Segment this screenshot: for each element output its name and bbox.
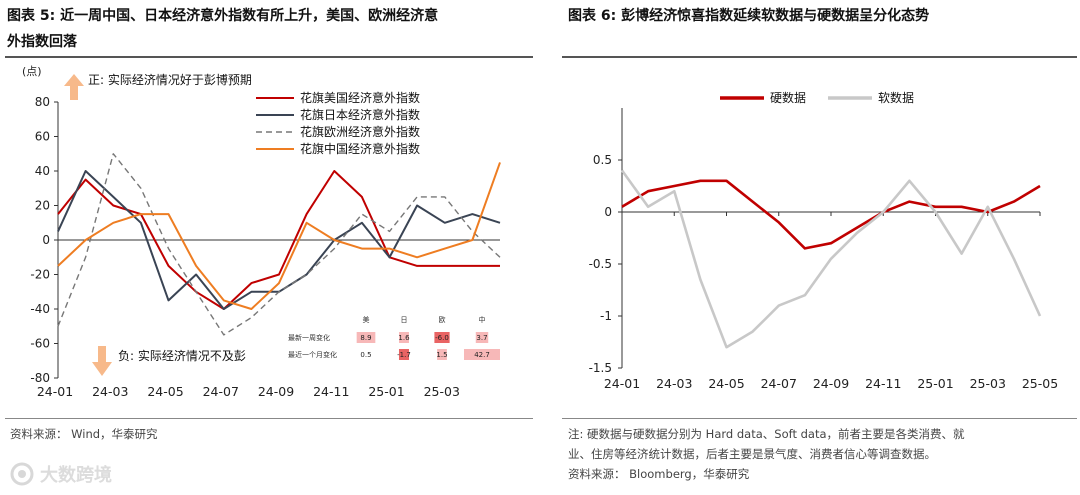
x-tick-label: 24-09 bbox=[813, 376, 849, 391]
x-tick-label: 24-11 bbox=[865, 376, 901, 391]
right-figure-panel: 图表 6: 彭博经济惊喜指数延续软数据与硬数据呈分化态势 -1.5 -1 -0.5 0… bbox=[560, 0, 1080, 495]
table-cell-bar bbox=[398, 349, 410, 360]
table-cell: -1.7 bbox=[397, 351, 411, 359]
x-tick-label: 24-05 bbox=[708, 376, 744, 391]
table-cell: 8.9 bbox=[360, 334, 371, 342]
series-line-0 bbox=[57, 170, 500, 310]
table-column-header: 日 bbox=[401, 316, 408, 324]
table-cell: 1.6 bbox=[398, 334, 410, 342]
table-column-header: 中 bbox=[479, 315, 486, 324]
y-tick-label: 20 bbox=[35, 199, 50, 213]
left-figure-title-line2: 外指数回落 bbox=[7, 34, 77, 50]
y-tick-label: -0.5 bbox=[589, 257, 612, 271]
watermark-text: 大数跨境 bbox=[40, 464, 112, 486]
table-row-label: 最近一个月变化 bbox=[288, 350, 337, 359]
x-tick-label: 24-07 bbox=[203, 384, 239, 399]
series-line-2 bbox=[57, 153, 501, 336]
legend-label-0: 硬数据 bbox=[770, 90, 806, 105]
left-figure-title-line1: 图表 5: 近一周中国、日本经济意外指数有所上升，美国、欧洲经济意 bbox=[7, 8, 439, 24]
left-chart: -80 -60 -40 -20 0 20 40 60 80 24-01 24-03 24-05 24-0… bbox=[22, 65, 501, 399]
table-row-label: 最新一周变化 bbox=[288, 333, 330, 342]
table-cell-bar bbox=[464, 349, 500, 360]
x-tick-label: 25-03 bbox=[424, 384, 460, 399]
x-tick-label: 24-09 bbox=[258, 384, 294, 399]
table-cell: 42.7 bbox=[474, 351, 490, 359]
legend-label-2: 花旗欧洲经济意外指数 bbox=[300, 124, 420, 139]
annotation-negative: 负: 实际经济情况不及彭 bbox=[118, 348, 246, 363]
legend-label-1: 花旗日本经济意外指数 bbox=[300, 107, 420, 122]
y-tick-label: -1 bbox=[600, 309, 612, 323]
table-column-header: 美 bbox=[363, 315, 370, 324]
table-cell: -6.0 bbox=[435, 334, 449, 342]
left-title-rule bbox=[5, 56, 533, 58]
annotation-positive: 正: 实际经济情况好于彭博预期 bbox=[88, 72, 252, 87]
series-line-0 bbox=[621, 179, 1041, 250]
right-title-rule bbox=[562, 56, 1077, 58]
right-note-line1: 注: 硬数据与硬数据分别为 Hard data、Soft data，前者主要是各… bbox=[568, 427, 965, 441]
x-tick-label: 24-05 bbox=[147, 384, 183, 399]
right-footer-rule bbox=[562, 418, 1077, 419]
x-tick-label: 24-03 bbox=[92, 384, 128, 399]
x-tick-label: 24-07 bbox=[761, 376, 797, 391]
y-tick-label: -60 bbox=[30, 337, 50, 351]
y-tick-label: 0 bbox=[42, 233, 50, 247]
y-tick-label: 80 bbox=[35, 95, 50, 109]
x-tick-label: 24-03 bbox=[656, 376, 692, 391]
table-cell-bar bbox=[475, 332, 489, 343]
y-tick-label: -40 bbox=[30, 302, 50, 316]
up-arrow-icon bbox=[64, 74, 84, 100]
y-tick-label: 0 bbox=[604, 205, 612, 219]
x-tick-label: 25-01 bbox=[368, 384, 404, 399]
y-unit-label: (点) bbox=[22, 65, 42, 78]
table-cell-bar bbox=[434, 332, 450, 343]
x-tick-label: 25-01 bbox=[917, 376, 953, 391]
x-tick-label: 24-01 bbox=[37, 384, 73, 399]
right-source: 资料来源： Bloomberg，华泰研究 bbox=[568, 467, 750, 481]
y-tick-label: 40 bbox=[35, 164, 50, 178]
table-cell-bar bbox=[356, 332, 376, 343]
left-footer-rule bbox=[5, 418, 533, 419]
right-note-line2: 业、住房等经济统计数据，后者主要是景气度、消费者信心等调查数据。 bbox=[568, 447, 936, 461]
y-tick-label: -20 bbox=[30, 268, 50, 282]
table-cell: 0.5 bbox=[360, 351, 371, 359]
down-arrow-icon bbox=[92, 346, 112, 376]
x-tick-label: 25-05 bbox=[1022, 376, 1058, 391]
y-tick-label: 60 bbox=[35, 130, 50, 144]
y-tick-label: -1.5 bbox=[589, 361, 612, 375]
watermark-logo: 大数跨境 bbox=[8, 458, 158, 490]
table-column-header: 欧 bbox=[439, 315, 446, 324]
right-chart: -1.5 -1 -0.5 0 0.5 24-01 24-03 24-05 24-07 24-09 2… bbox=[589, 90, 1059, 391]
table-cell-bar bbox=[399, 332, 409, 343]
legend-label-1: 软数据 bbox=[878, 90, 914, 105]
table-cell: 1.5 bbox=[436, 351, 447, 359]
y-tick-label: 0.5 bbox=[593, 153, 612, 167]
y-tick-label: -80 bbox=[30, 371, 50, 385]
series-line-3 bbox=[57, 162, 501, 310]
x-tick-label: 24-11 bbox=[313, 384, 349, 399]
left-source: 资料来源： Wind，华泰研究 bbox=[10, 427, 158, 441]
table-cell: 3.7 bbox=[476, 334, 487, 342]
legend-label-3: 花旗中国经济意外指数 bbox=[300, 141, 420, 156]
table-cell-bar bbox=[437, 349, 447, 360]
right-figure-title: 图表 6: 彭博经济惊喜指数延续软数据与硬数据呈分化态势 bbox=[568, 8, 930, 24]
series-line-1 bbox=[620, 169, 1042, 349]
legend-label-0: 花旗美国经济意外指数 bbox=[300, 90, 420, 105]
x-tick-label: 25-03 bbox=[970, 376, 1006, 391]
left-figure-panel: 图表 5: 近一周中国、日本经济意外指数有所上升，美国、欧洲经济意 外指数回落 … bbox=[0, 0, 536, 495]
x-tick-label: 24-01 bbox=[604, 376, 640, 391]
